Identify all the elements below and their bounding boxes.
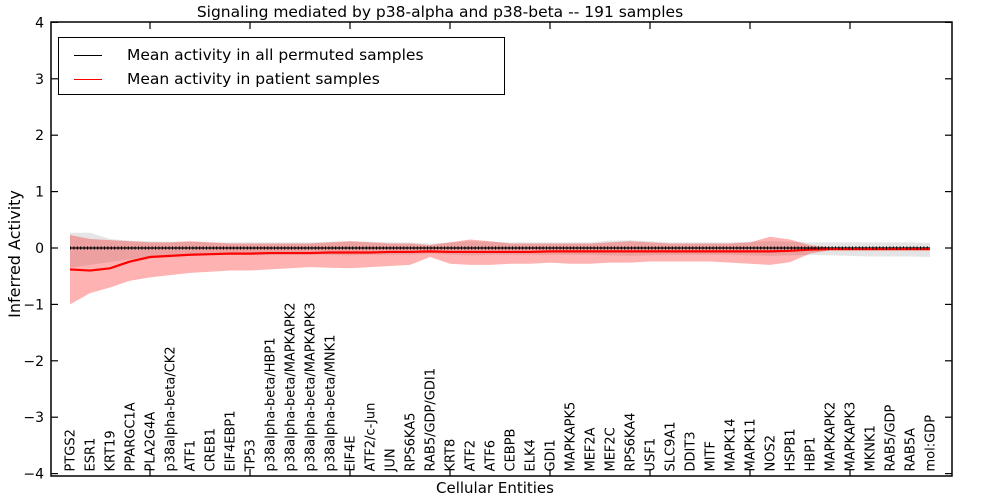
category-label: ATF2/c-Jun (364, 403, 379, 472)
y-tick-label: 4 (35, 15, 44, 31)
y-tick-label: −2 (23, 354, 44, 370)
category-label: EIF4E (344, 435, 359, 471)
y-tick-label: −4 (23, 467, 44, 483)
category-label: mol:GDP (924, 415, 939, 472)
category-label: CEBPB (504, 429, 519, 472)
category-label: HSPB1 (784, 428, 799, 471)
y-tick-label: 2 (35, 128, 44, 144)
patient-mean-line (69, 248, 930, 272)
category-label: ESR1 (84, 438, 99, 472)
legend: Mean activity in all permuted samples Me… (58, 37, 505, 95)
permuted-line-swatch (74, 54, 102, 56)
patient-line-swatch (74, 78, 102, 80)
category-label: MITF (704, 441, 719, 471)
category-label: RPS6KA4 (624, 413, 639, 472)
category-label: TP53 (244, 439, 259, 472)
patient-std-band (70, 235, 930, 305)
category-label: SLC9A1 (664, 421, 679, 471)
y-tick-label: 3 (35, 72, 44, 88)
y-tick-label: 0 (35, 241, 44, 257)
category-label: USF1 (644, 438, 659, 472)
category-label: ATF6 (484, 440, 499, 472)
category-label: p38alpha-beta/HBP1 (264, 337, 279, 471)
category-label: ATF1 (184, 440, 199, 472)
category-label: PLA2G4A (144, 412, 159, 472)
category-label: GDI1 (544, 439, 559, 471)
category-label: DDIT3 (684, 431, 699, 471)
category-label: NOS2 (764, 435, 779, 471)
category-label: RAB5A (904, 428, 919, 472)
permuted-std-band (70, 232, 930, 268)
category-label: PTGS2 (64, 429, 79, 471)
category-label: MAPKAPK2 (824, 402, 839, 472)
legend-label-permuted: Mean activity in all permuted samples (127, 46, 424, 64)
category-label: KRT8 (444, 439, 459, 472)
category-label: RAB5/GDP/GDI1 (424, 368, 439, 471)
category-label: MAPKAPK5 (564, 402, 579, 472)
y-axis-label: Inferred Activity (5, 190, 24, 318)
category-label: ELK4 (524, 439, 539, 471)
category-label: MKNK1 (864, 425, 879, 471)
legend-row-permuted: Mean activity in all permuted samples (59, 43, 504, 67)
legend-label-patient: Mean activity in patient samples (127, 70, 380, 88)
x-axis-label: Cellular Entities (436, 479, 554, 497)
category-label: MAPK11 (744, 418, 759, 471)
plot-frame (50, 21, 953, 477)
category-label: ATF2 (464, 440, 479, 472)
category-label: HBP1 (804, 437, 819, 472)
category-label: p38alpha-beta/MAPKAPK2 (284, 303, 299, 472)
category-label: MEF2A (584, 427, 599, 471)
category-label: CREB1 (204, 428, 219, 472)
category-label: RPS6KA5 (404, 413, 419, 472)
category-label: p38alpha-beta/MAPKAPK3 (304, 303, 319, 472)
category-label: p38alpha-beta/CK2 (164, 346, 179, 471)
category-label: MEF2C (604, 427, 619, 471)
category-label: PPARGC1A (124, 402, 139, 471)
category-label: MAPKAPK3 (844, 402, 859, 472)
category-label: MAPK14 (724, 418, 739, 471)
y-tick-label: −1 (23, 297, 44, 313)
category-label: KRT19 (104, 430, 119, 471)
chart-title: Signaling mediated by p38-alpha and p38-… (196, 3, 684, 21)
category-label: JUN (384, 448, 399, 472)
y-tick-label: −3 (23, 410, 44, 426)
category-label: p38alpha-beta/MNK1 (324, 335, 339, 472)
category-label: RAB5/GDP (884, 404, 899, 471)
y-tick-label: 1 (35, 185, 44, 201)
category-label: EIF4EBP1 (224, 410, 239, 471)
legend-row-patient: Mean activity in patient samples (59, 67, 504, 91)
